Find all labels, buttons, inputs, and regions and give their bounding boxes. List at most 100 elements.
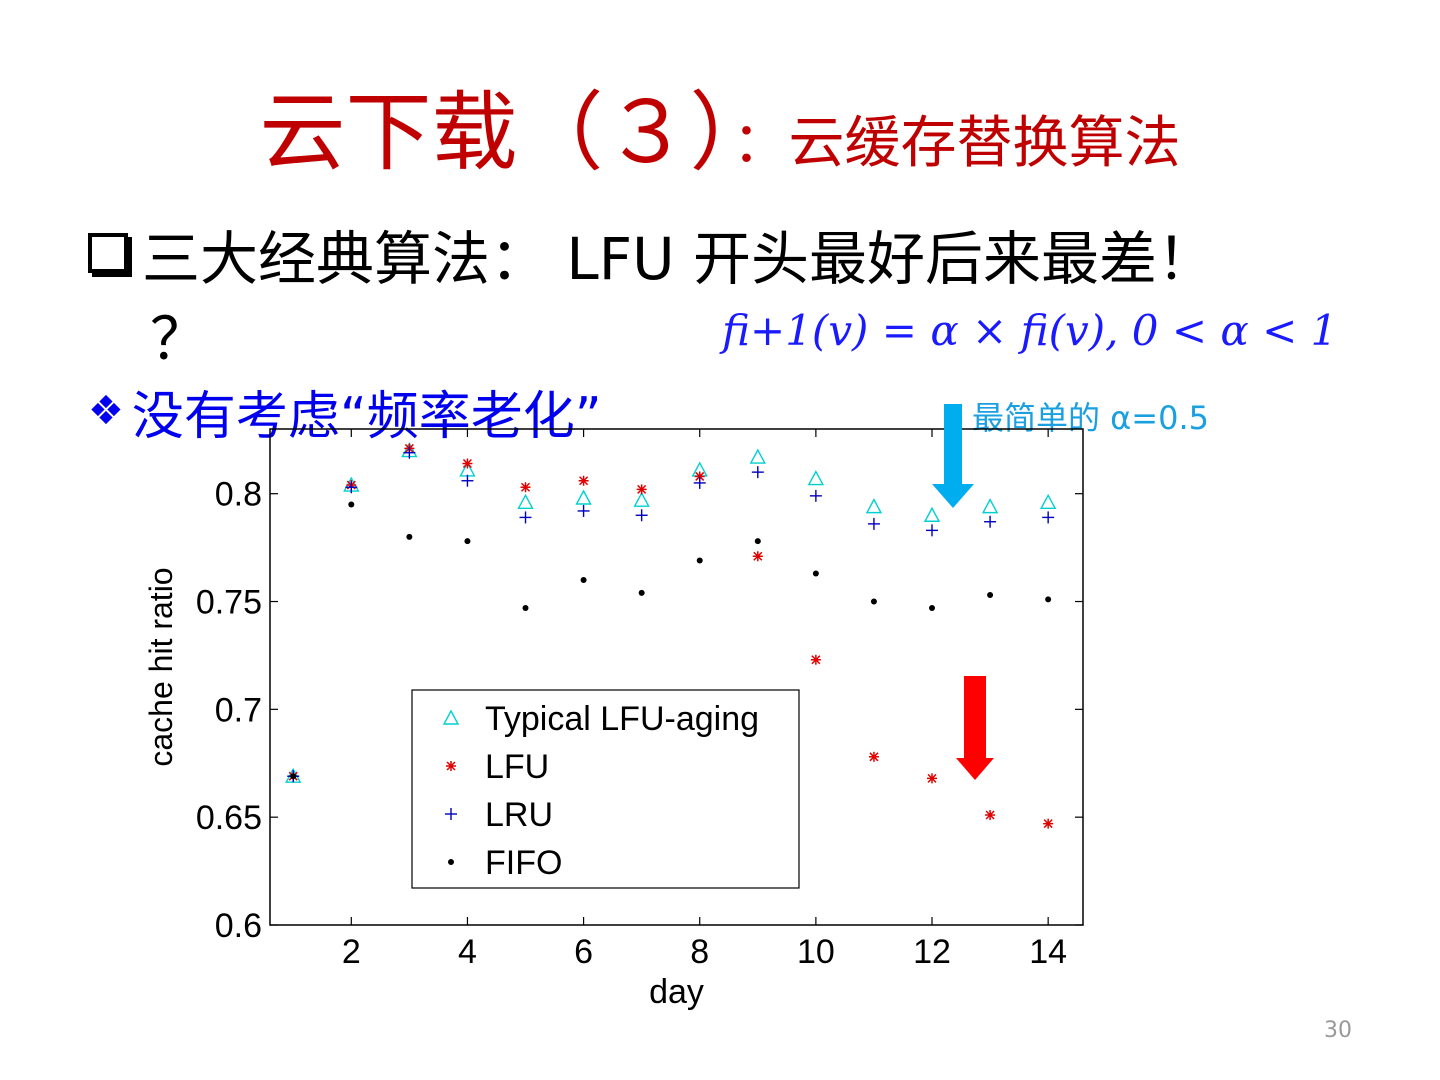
data-point: [812, 570, 819, 577]
x-tick-label: 14: [1029, 933, 1067, 971]
data-point: [1042, 511, 1055, 524]
data-point: [638, 589, 645, 596]
star-stroke: [869, 752, 879, 762]
data-point: [403, 446, 416, 459]
star-stroke: [985, 810, 995, 820]
y-tick-label: 0.8: [215, 476, 262, 514]
legend-marker: [448, 859, 454, 865]
aging-formula: fi+1(v) = α × fi(v), 0 < α < 1: [722, 306, 1338, 355]
data-point: [522, 604, 529, 611]
data-point: [461, 474, 474, 487]
data-point: [870, 598, 877, 605]
star-stroke: [520, 482, 531, 492]
star-stroke: [811, 655, 821, 665]
star-stroke: [637, 484, 647, 494]
data-point: [696, 557, 703, 564]
x-tick-label: 10: [797, 933, 835, 971]
data-point: [809, 489, 822, 502]
data-point: [575, 489, 592, 505]
data-point: [462, 458, 473, 469]
data-point: [636, 484, 647, 495]
data-point: [580, 576, 587, 583]
data-point: [865, 498, 883, 514]
series-dot: [290, 501, 1052, 780]
data-point: [577, 504, 590, 517]
page-number: 30: [1324, 1018, 1352, 1043]
chart-marks: [285, 442, 1057, 829]
data-point: [578, 475, 589, 486]
legend-marker: [442, 709, 460, 725]
data-point: [927, 773, 938, 784]
bullet1-text: 三大经典算法： LFU 开头最好后来最差！: [142, 225, 1216, 293]
data-point: [348, 501, 355, 508]
star-stroke: [579, 476, 589, 486]
star-stroke: [1043, 819, 1053, 829]
legend-label: LRU: [485, 796, 553, 834]
bullet-classic-algorithms: 三大经典算法： LFU 开头最好后来最差！: [88, 212, 1215, 296]
data-point: [752, 551, 763, 562]
y-tick-label: 0.7: [215, 691, 262, 729]
data-point: [693, 476, 706, 489]
bullet2-text: 没有考虑“频率老化”: [131, 387, 602, 447]
data-point: [694, 471, 705, 482]
diamond-bullet-icon: ❖: [88, 388, 124, 434]
x-tick-label: 8: [690, 933, 709, 971]
x-axis-label: day: [649, 973, 704, 1011]
square-bullet-icon: [88, 233, 128, 273]
x-tick-label: 2: [342, 933, 361, 971]
data-point: [987, 592, 994, 599]
alpha-note: 最简单的 α=0.5: [972, 399, 1209, 437]
chart-legend: Typical LFU-aging LFU LRU FIFO: [411, 689, 800, 889]
data-point: [754, 538, 761, 545]
data-point: [926, 524, 939, 537]
y-tick-label: 0.75: [196, 584, 262, 622]
data-point: [345, 481, 358, 494]
y-tick-label: 0.65: [196, 799, 262, 837]
star-stroke: [446, 761, 456, 771]
x-tick-label: 4: [458, 933, 477, 971]
data-point: [749, 448, 766, 464]
data-point: [290, 773, 297, 780]
data-point: [1045, 596, 1052, 603]
x-tick-label: 6: [574, 933, 593, 971]
star-stroke: [927, 773, 937, 783]
y-axis-label: cache hit ratio: [143, 567, 179, 766]
legend-box: [411, 689, 800, 889]
y-tick-label: 0.6: [215, 907, 262, 945]
data-point: [1043, 818, 1054, 829]
title-main: 云下载（３）: [259, 83, 733, 183]
data-point: [519, 511, 532, 524]
data-point: [406, 533, 413, 540]
data-point: [520, 482, 531, 493]
x-tick-label: 12: [913, 933, 951, 971]
plot-frame: [269, 428, 1084, 926]
data-point: [810, 654, 821, 665]
legend-label: LFU: [485, 748, 549, 786]
star-stroke: [753, 551, 763, 561]
red-arrow-icon: [956, 676, 994, 780]
data-point: [929, 604, 936, 611]
data-point: [985, 810, 996, 821]
blue-arrow-icon: [932, 404, 974, 508]
data-point: [464, 538, 471, 545]
data-point: [635, 509, 648, 522]
legend-label: Typical LFU-aging: [485, 700, 759, 738]
legend-marker: [445, 808, 457, 820]
chart-axes: 2 4 6 8 10 12 14 0.6 0.65 0.7 0.75 0.8 day cache hit …: [143, 428, 1084, 1011]
series-plus: [287, 446, 1055, 783]
data-point: [923, 506, 941, 522]
star-stroke: [695, 471, 705, 481]
data-point: [807, 470, 825, 486]
slide-title: 云下载（３）：云缓存替换算法: [0, 62, 1440, 187]
data-point: [633, 491, 650, 507]
data-point: [868, 751, 879, 762]
bullet1-continuation: ？: [150, 305, 209, 373]
title-sub: ：云缓存替换算法: [732, 111, 1181, 176]
legend-marker: [446, 761, 456, 771]
data-point: [981, 498, 999, 514]
data-point: [984, 515, 997, 528]
legend-label: FIFO: [485, 844, 562, 882]
bullet-frequency-aging: ❖ 没有考虑“频率老化”: [88, 374, 602, 449]
data-point: [867, 517, 880, 530]
